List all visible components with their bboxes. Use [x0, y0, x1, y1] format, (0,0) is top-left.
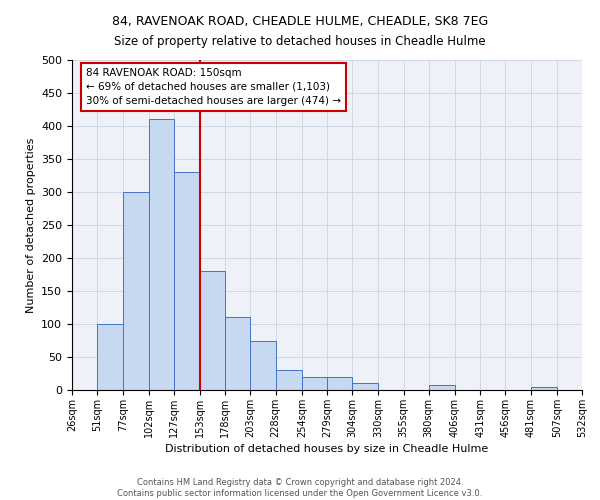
- Bar: [530, 386, 557, 390]
- Bar: [275, 370, 302, 390]
- Bar: [429, 384, 455, 390]
- Bar: [97, 324, 124, 390]
- Bar: [352, 384, 379, 390]
- Bar: [200, 271, 225, 390]
- Bar: [174, 172, 200, 390]
- Y-axis label: Number of detached properties: Number of detached properties: [26, 138, 35, 312]
- X-axis label: Distribution of detached houses by size in Cheadle Hulme: Distribution of detached houses by size …: [166, 444, 488, 454]
- Bar: [327, 377, 352, 390]
- Text: 84, RAVENOAK ROAD, CHEADLE HULME, CHEADLE, SK8 7EG: 84, RAVENOAK ROAD, CHEADLE HULME, CHEADL…: [112, 15, 488, 28]
- Bar: [225, 318, 250, 390]
- Text: Size of property relative to detached houses in Cheadle Hulme: Size of property relative to detached ho…: [114, 35, 486, 48]
- Bar: [124, 192, 149, 390]
- Bar: [149, 120, 174, 390]
- Bar: [302, 377, 327, 390]
- Bar: [250, 340, 275, 390]
- Text: 84 RAVENOAK ROAD: 150sqm
← 69% of detached houses are smaller (1,103)
30% of sem: 84 RAVENOAK ROAD: 150sqm ← 69% of detach…: [86, 68, 341, 106]
- Text: Contains HM Land Registry data © Crown copyright and database right 2024.
Contai: Contains HM Land Registry data © Crown c…: [118, 478, 482, 498]
